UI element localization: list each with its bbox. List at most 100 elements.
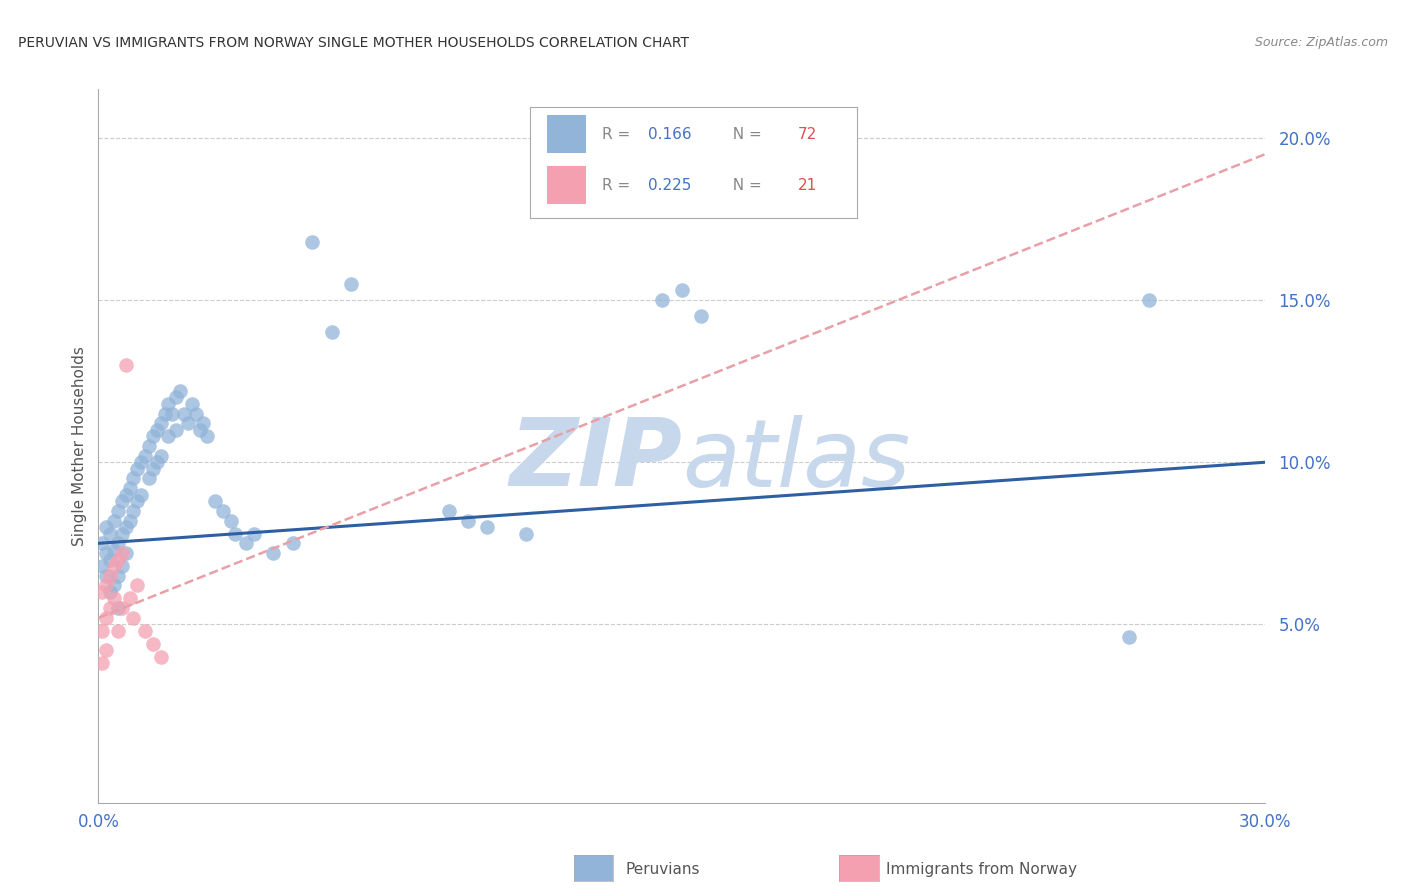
Point <box>138 471 160 485</box>
Point <box>96 611 118 625</box>
Point <box>515 526 537 541</box>
Point <box>219 514 242 528</box>
Point <box>437 504 460 518</box>
Y-axis label: Single Mother Households: Single Mother Households <box>72 346 87 546</box>
Point <box>651 293 673 307</box>
Text: Peruvians: Peruvians <box>626 863 700 877</box>
Point <box>107 504 129 518</box>
Point <box>111 546 134 560</box>
Point <box>103 559 125 574</box>
Point <box>165 390 187 404</box>
Point <box>114 488 136 502</box>
Point <box>122 611 145 625</box>
Point <box>153 407 176 421</box>
Point <box>134 624 156 638</box>
Point <box>690 310 713 324</box>
Point <box>107 536 129 550</box>
Point <box>1137 293 1160 307</box>
Point <box>235 536 257 550</box>
Point <box>114 358 136 372</box>
Point <box>224 526 246 541</box>
Point <box>173 407 195 421</box>
Point <box>103 578 125 592</box>
Text: PERUVIAN VS IMMIGRANTS FROM NORWAY SINGLE MOTHER HOUSEHOLDS CORRELATION CHART: PERUVIAN VS IMMIGRANTS FROM NORWAY SINGL… <box>18 36 689 50</box>
Point <box>477 520 499 534</box>
Point <box>118 591 141 606</box>
Point <box>114 520 136 534</box>
Point <box>91 559 114 574</box>
Point <box>127 494 149 508</box>
Point <box>180 397 202 411</box>
Point <box>157 429 180 443</box>
Point <box>321 326 343 340</box>
Point <box>340 277 363 291</box>
Point <box>127 461 149 475</box>
Point <box>138 439 160 453</box>
Point <box>188 423 211 437</box>
Point <box>301 235 323 249</box>
Point <box>111 559 134 574</box>
Point <box>118 514 141 528</box>
Point <box>96 578 118 592</box>
Point <box>103 514 125 528</box>
Text: atlas: atlas <box>682 415 910 506</box>
Point <box>162 407 184 421</box>
Point <box>262 546 284 560</box>
Point <box>165 423 187 437</box>
Point <box>122 471 145 485</box>
Point <box>129 488 152 502</box>
Point <box>111 526 134 541</box>
Point <box>142 429 165 443</box>
Point <box>184 407 207 421</box>
Point <box>1118 631 1140 645</box>
Point <box>91 536 114 550</box>
Point <box>103 542 125 557</box>
Point <box>96 568 118 582</box>
Point <box>111 494 134 508</box>
Point <box>91 585 114 599</box>
Point <box>193 417 215 431</box>
Point <box>457 514 479 528</box>
Point <box>98 526 121 541</box>
Text: ZIP: ZIP <box>509 414 682 507</box>
Point <box>96 546 118 560</box>
Point <box>204 494 226 508</box>
Point <box>103 591 125 606</box>
Point <box>177 417 200 431</box>
Point <box>107 624 129 638</box>
Point <box>142 637 165 651</box>
Point <box>122 504 145 518</box>
Point <box>195 429 218 443</box>
Point <box>98 552 121 566</box>
Point <box>91 657 114 671</box>
Point <box>671 283 693 297</box>
Point <box>91 624 114 638</box>
Point <box>98 568 121 582</box>
Text: Source: ZipAtlas.com: Source: ZipAtlas.com <box>1254 36 1388 49</box>
Point <box>149 649 172 664</box>
Point <box>98 601 121 615</box>
Point <box>149 417 172 431</box>
Point <box>98 585 121 599</box>
Point <box>107 552 129 566</box>
Point <box>107 568 129 582</box>
Point <box>146 423 169 437</box>
Point <box>149 449 172 463</box>
Point <box>111 601 134 615</box>
Point <box>96 520 118 534</box>
Point <box>134 449 156 463</box>
Point <box>107 601 129 615</box>
Point <box>127 578 149 592</box>
Text: Immigrants from Norway: Immigrants from Norway <box>886 863 1077 877</box>
Point <box>281 536 304 550</box>
Point <box>142 461 165 475</box>
Point <box>118 481 141 495</box>
Point <box>169 384 191 398</box>
Point <box>243 526 266 541</box>
Point <box>212 504 235 518</box>
Point <box>114 546 136 560</box>
Point <box>129 455 152 469</box>
Point <box>146 455 169 469</box>
Point <box>96 643 118 657</box>
Point <box>157 397 180 411</box>
